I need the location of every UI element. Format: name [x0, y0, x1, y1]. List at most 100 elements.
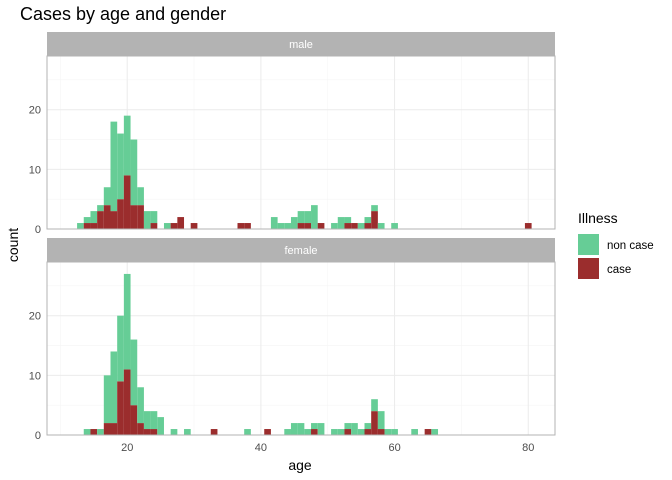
bar-non-case	[304, 429, 312, 435]
bar-non-case	[130, 139, 138, 206]
bar-non-case	[371, 205, 378, 212]
bar-non-case	[377, 223, 385, 229]
legend-title: Illness	[578, 210, 618, 226]
panel-border	[46, 261, 556, 436]
bar-non-case	[184, 429, 191, 435]
x-tick-label: 60	[388, 442, 400, 454]
bar-non-case	[337, 217, 345, 229]
bar-case	[150, 429, 158, 435]
bar-non-case	[83, 429, 91, 435]
bar-non-case	[83, 217, 91, 224]
bar-case	[177, 217, 185, 229]
bar-case	[424, 429, 432, 435]
legend: Illness non case case	[578, 210, 654, 279]
bar-case	[123, 369, 131, 435]
bar-case	[524, 223, 532, 229]
bar-non-case	[270, 217, 278, 229]
bar-non-case	[157, 417, 164, 435]
bar-non-case	[364, 423, 372, 430]
bar-case	[90, 223, 98, 229]
bar-case	[110, 211, 118, 229]
bar-non-case	[97, 429, 104, 435]
y-tick-label: 20	[29, 105, 41, 117]
legend-key-non-case	[578, 234, 599, 255]
bar-non-case	[244, 429, 251, 435]
bar-non-case	[103, 375, 111, 424]
bar-non-case	[377, 411, 385, 430]
bar-case	[371, 411, 378, 435]
x-tick-label: 40	[255, 442, 267, 454]
bar-case	[190, 223, 198, 229]
bar-non-case	[351, 423, 358, 435]
bar-non-case	[277, 223, 285, 229]
bar-non-case	[384, 429, 392, 435]
bar-case	[83, 223, 91, 229]
bar-non-case	[391, 429, 398, 435]
bar-case	[377, 429, 385, 435]
bar-non-case	[357, 223, 365, 229]
bar-non-case	[311, 205, 318, 229]
bar-non-case	[290, 217, 298, 229]
bar-non-case	[297, 423, 305, 435]
bar-case	[311, 429, 318, 435]
y-tick-label: 10	[29, 164, 41, 176]
bar-case	[364, 223, 372, 229]
bar-non-case	[123, 115, 131, 176]
bar-case	[150, 223, 158, 229]
bar-case	[103, 423, 111, 435]
bar-case	[117, 381, 124, 435]
facet-strip-male	[47, 32, 555, 56]
bar-non-case	[117, 315, 124, 382]
bar-case	[90, 429, 98, 435]
panel-male: male 0 10 20	[29, 32, 556, 236]
bar-case	[297, 223, 305, 229]
bar-non-case	[331, 223, 338, 229]
bar-non-case	[77, 223, 84, 229]
bar-non-case	[110, 121, 118, 212]
bar-case	[103, 205, 111, 229]
bar-non-case	[143, 211, 151, 229]
bar-case	[143, 429, 151, 435]
bar-case	[97, 211, 104, 229]
facet-strip-female	[47, 238, 555, 262]
bar-non-case	[297, 211, 305, 224]
bar-non-case	[304, 211, 312, 224]
bar-non-case	[357, 429, 365, 435]
legend-label: non case	[607, 240, 654, 252]
panel-border	[46, 55, 556, 230]
panel-female: female 0 10 20	[29, 238, 556, 442]
bar-case	[371, 211, 378, 229]
bar-non-case	[103, 187, 111, 206]
bar-non-case	[284, 223, 291, 229]
facet-panels: male 0 10 20 female 0 10 20 20 40 60 80	[29, 32, 556, 454]
bar-case	[137, 205, 144, 229]
y-axis-title: count	[5, 228, 21, 262]
bar-non-case	[137, 387, 144, 424]
chart-title: Cases by age and gender	[20, 4, 226, 24]
bar-non-case	[337, 429, 345, 435]
bar-case	[130, 405, 138, 435]
bar-non-case	[411, 429, 418, 435]
bar-case	[137, 423, 144, 435]
y-tick-label: 0	[35, 430, 41, 442]
bar-non-case	[110, 351, 118, 424]
bar-non-case	[117, 133, 124, 200]
bar-case	[244, 223, 251, 229]
bar-case	[304, 223, 312, 229]
bar-non-case	[137, 187, 144, 206]
x-axis-title: age	[288, 457, 312, 473]
bar-non-case	[130, 339, 138, 406]
bar-non-case	[150, 211, 158, 224]
bar-case	[237, 223, 245, 229]
x-tick-label: 80	[522, 442, 534, 454]
bar-case	[264, 429, 271, 435]
bar-case	[344, 223, 352, 229]
bar-non-case	[97, 205, 104, 212]
bar-case	[110, 423, 118, 435]
y-tick-label: 20	[29, 311, 41, 323]
bar-case	[130, 205, 138, 229]
bar-non-case	[150, 411, 158, 430]
facet-strip-label: female	[284, 245, 317, 257]
bar-non-case	[344, 217, 352, 224]
